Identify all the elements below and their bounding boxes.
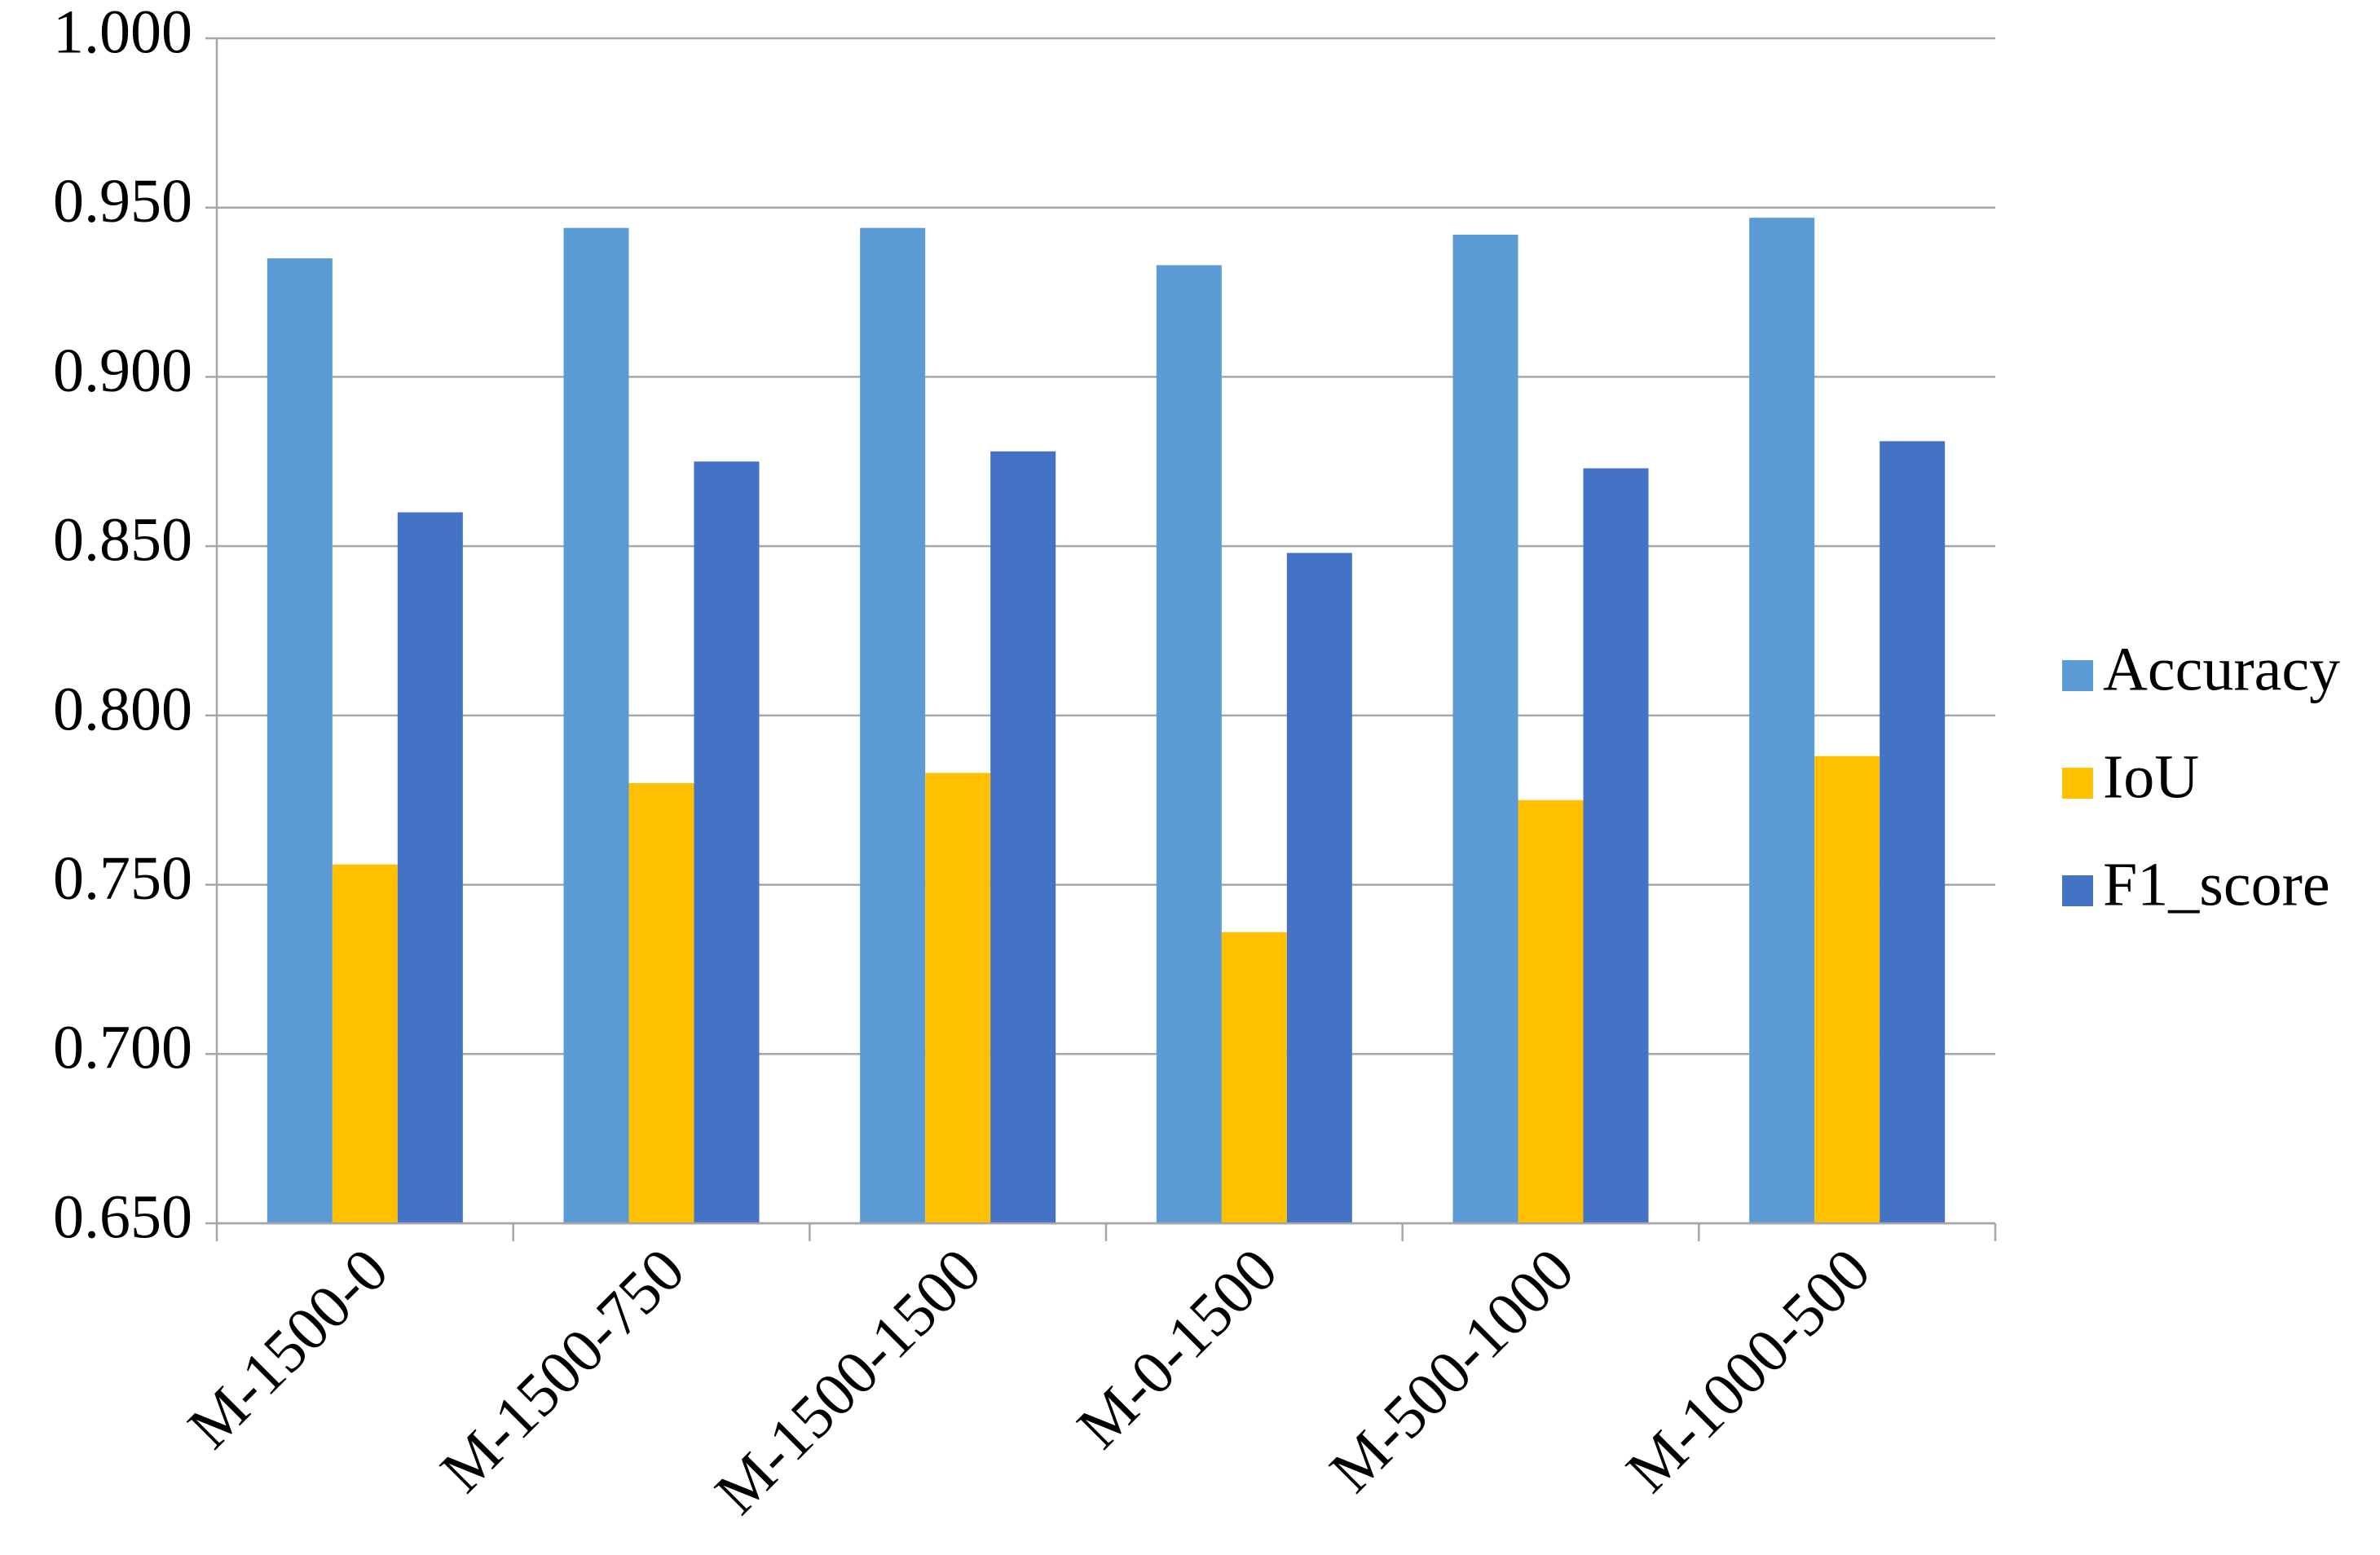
y-tick-label: 0.850: [53, 506, 192, 575]
bar: [1749, 218, 1815, 1224]
legend-swatch: [2062, 660, 2093, 691]
bar: [1452, 234, 1518, 1223]
y-tick-label: 0.800: [53, 675, 192, 743]
y-tick-label: 1.000: [53, 0, 192, 66]
bar: [860, 227, 926, 1223]
y-tick-label: 0.900: [53, 337, 192, 405]
legend-swatch: [2062, 768, 2093, 799]
bar: [925, 773, 991, 1223]
bar: [563, 227, 629, 1223]
bar: [990, 451, 1056, 1223]
legend-swatch: [2062, 875, 2093, 906]
bar: [332, 864, 398, 1223]
legend-label: F1_score: [2103, 850, 2330, 918]
x-tick-label: M-500-1000: [1317, 1236, 1587, 1505]
bar: [397, 512, 463, 1223]
bar: [1583, 468, 1649, 1223]
bar: [628, 782, 694, 1223]
bar: [1286, 553, 1352, 1223]
bar: [1156, 265, 1222, 1223]
x-tick-label: M-1500-750: [428, 1236, 698, 1505]
bar: [267, 258, 333, 1223]
y-tick-label: 0.650: [53, 1183, 192, 1251]
legend-label: IoU: [2103, 742, 2199, 811]
x-tick-label: M-1000-500: [1613, 1236, 1883, 1505]
x-tick-label: M-1500-1500: [703, 1236, 994, 1527]
bar: [1518, 800, 1584, 1223]
bar: [1880, 441, 1946, 1223]
bar: [1814, 755, 1880, 1223]
x-tick-label: M-0-1500: [1064, 1236, 1290, 1461]
bar: [1221, 932, 1287, 1223]
bar: [694, 461, 760, 1223]
x-tick-label: M-1500-0: [175, 1236, 401, 1461]
y-tick-label: 0.700: [53, 1014, 192, 1082]
y-tick-label: 0.950: [53, 167, 192, 236]
y-tick-label: 0.750: [53, 844, 192, 913]
legend-label: Accuracy: [2103, 635, 2340, 703]
